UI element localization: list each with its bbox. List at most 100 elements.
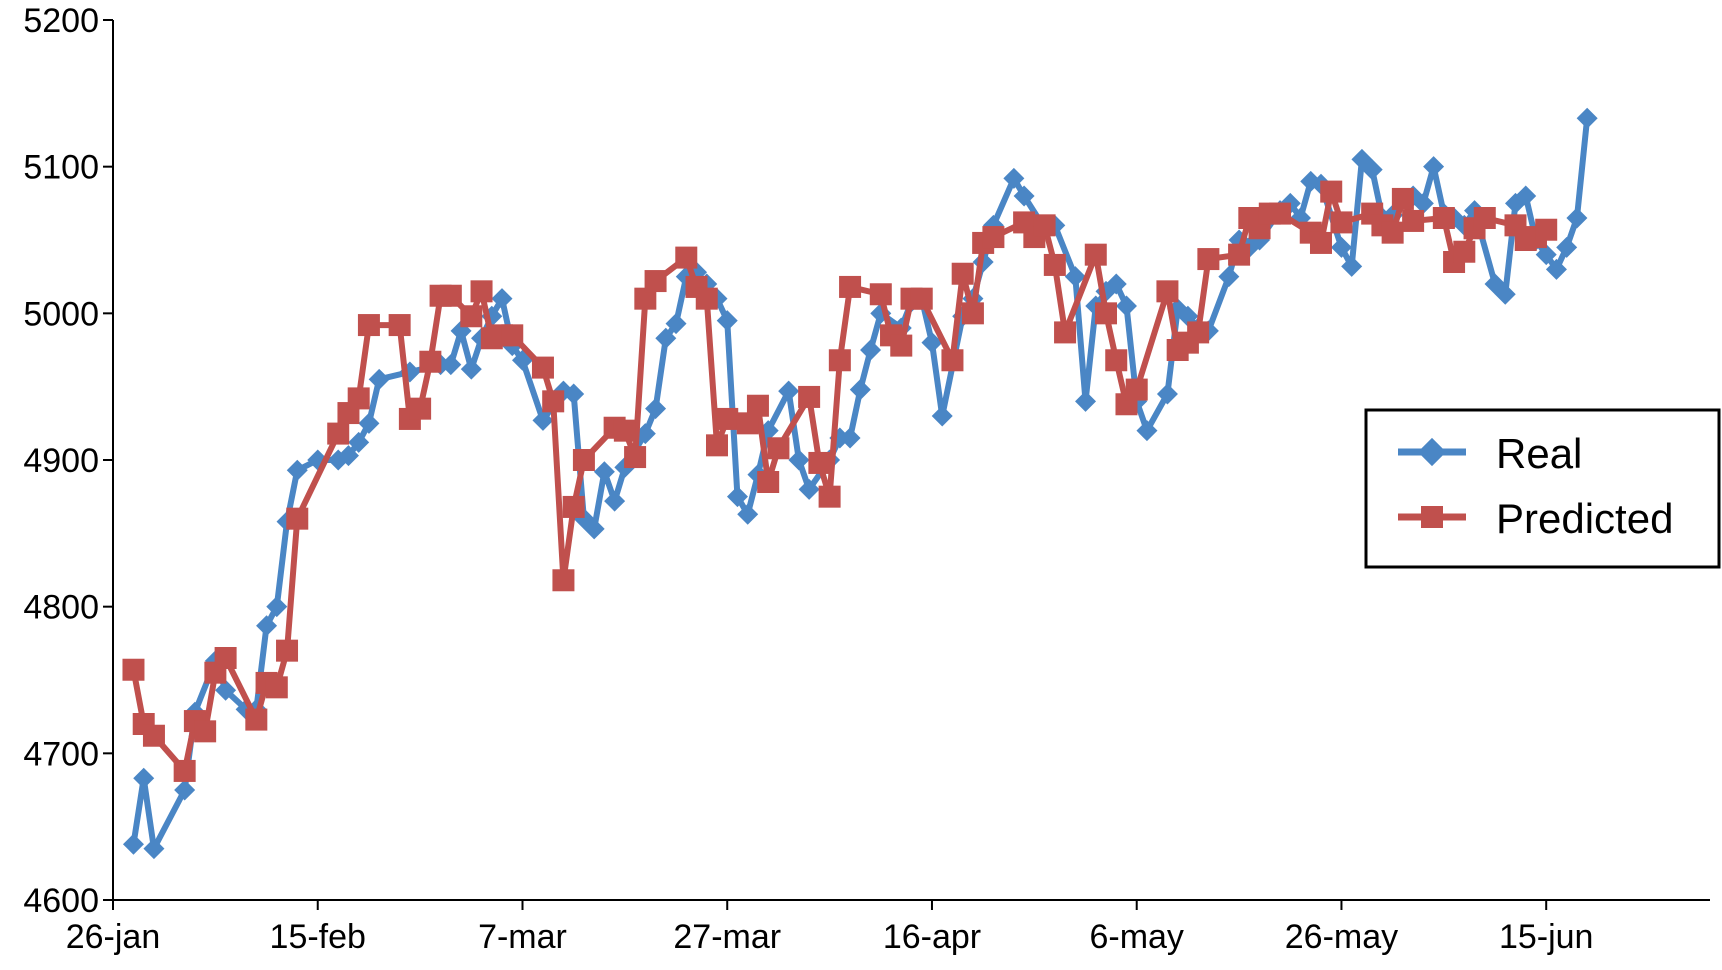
data-point-predicted [542, 390, 565, 413]
data-point-real [348, 431, 370, 453]
legend-box [1364, 408, 1721, 569]
data-point-predicted [1228, 243, 1251, 266]
data-point-predicted [1473, 207, 1496, 229]
data-point-real [593, 461, 615, 483]
series-layer [122, 107, 1598, 860]
data-point-predicted [941, 349, 964, 372]
data-point-predicted [327, 422, 350, 445]
data-point-real [583, 518, 605, 540]
y-tick-label: 5000 [23, 295, 99, 333]
data-point-predicted [695, 287, 718, 310]
data-point-predicted [828, 349, 851, 372]
data-point-predicted [624, 446, 647, 469]
data-point-real [1412, 192, 1434, 214]
x-tick-label: 16-apr [883, 918, 981, 956]
data-point-real [1075, 390, 1097, 412]
data-point-predicted [757, 471, 780, 493]
data-point-real [460, 358, 482, 380]
legend: Real Predicted [1364, 408, 1721, 569]
data-point-real [1515, 185, 1537, 207]
data-point-predicted [122, 658, 145, 681]
data-point-predicted [634, 287, 657, 310]
data-point-real [1545, 258, 1567, 280]
data-point-real [860, 339, 882, 361]
series-predicted [122, 180, 1558, 782]
data-point-predicted [1432, 207, 1455, 229]
data-point-real [337, 445, 359, 467]
y-tick-label: 5100 [23, 149, 99, 187]
legend-item-real: Real [1398, 430, 1582, 477]
x-tick-label: 7-mar [478, 918, 567, 956]
data-point-real [174, 779, 196, 801]
data-point-real [532, 409, 554, 431]
data-point-predicted [1095, 302, 1118, 325]
data-point-real [1341, 255, 1363, 277]
legend-marker-predicted [1421, 506, 1443, 528]
data-point-predicted [910, 287, 933, 310]
data-point-real [604, 490, 626, 512]
data-point-predicted [1320, 180, 1343, 203]
data-point-real [1556, 236, 1578, 258]
data-point-real [368, 368, 390, 390]
data-point-predicted [552, 569, 575, 592]
data-point-real [1330, 236, 1352, 258]
data-point-predicted [501, 324, 524, 347]
data-point-predicted [173, 759, 196, 782]
data-point-predicted [839, 275, 862, 298]
data-point-predicted [705, 434, 728, 457]
data-point-real [286, 459, 308, 481]
data-point-predicted [1105, 349, 1128, 372]
data-point-real [122, 833, 144, 855]
data-point-predicted [798, 385, 821, 408]
data-point-real [716, 310, 738, 332]
data-point-predicted [1156, 280, 1179, 303]
data-point-real [440, 354, 462, 376]
data-point-real [1576, 107, 1598, 129]
x-tick-label: 27-mar [673, 918, 781, 956]
data-point-real [563, 383, 585, 405]
data-point-predicted [736, 412, 759, 435]
data-point-predicted [194, 720, 217, 743]
data-point-predicted [890, 334, 913, 357]
data-point-real [133, 767, 155, 789]
data-point-predicted [767, 437, 790, 460]
data-point-real [358, 412, 380, 434]
x-tick-label: 15-jun [1499, 918, 1594, 956]
data-point-predicted [716, 407, 739, 430]
data-point-real [1115, 295, 1137, 317]
data-point-real [1003, 167, 1025, 189]
data-point-real [143, 838, 165, 860]
data-point-predicted [347, 387, 370, 410]
data-point-predicted [286, 507, 309, 530]
y-tick-label: 4900 [23, 442, 99, 480]
data-point-predicted [675, 246, 698, 269]
data-point-real [1535, 244, 1557, 266]
y-tick-label: 4600 [23, 882, 99, 920]
data-point-predicted [572, 449, 595, 471]
data-point-predicted [357, 314, 380, 337]
data-point-predicted [460, 305, 483, 328]
data-point-real [1423, 156, 1445, 178]
x-tick-label: 6-may [1089, 918, 1183, 956]
data-point-real [1156, 383, 1178, 405]
data-point-predicted [808, 451, 831, 474]
data-point-predicted [562, 495, 585, 518]
data-point-real [1218, 266, 1240, 288]
data-point-predicted [1084, 243, 1107, 266]
data-point-predicted [1054, 321, 1077, 344]
data-point-predicted [1309, 231, 1332, 254]
x-tick-label: 26-may [1285, 918, 1398, 956]
data-point-predicted [214, 647, 237, 669]
legend-label-real: Real [1496, 430, 1582, 477]
legend-label-predicted: Predicted [1496, 495, 1673, 542]
legend-item-predicted: Predicted [1398, 495, 1673, 542]
data-point-predicted [142, 724, 165, 747]
data-point-real [1494, 283, 1516, 305]
data-point-real [634, 423, 656, 445]
data-point-predicted [245, 708, 268, 731]
data-point-predicted [276, 639, 299, 662]
x-tick-label: 15-feb [270, 918, 366, 956]
data-point-predicted [1197, 248, 1220, 271]
x-tick-label: 26-jan [66, 918, 161, 956]
